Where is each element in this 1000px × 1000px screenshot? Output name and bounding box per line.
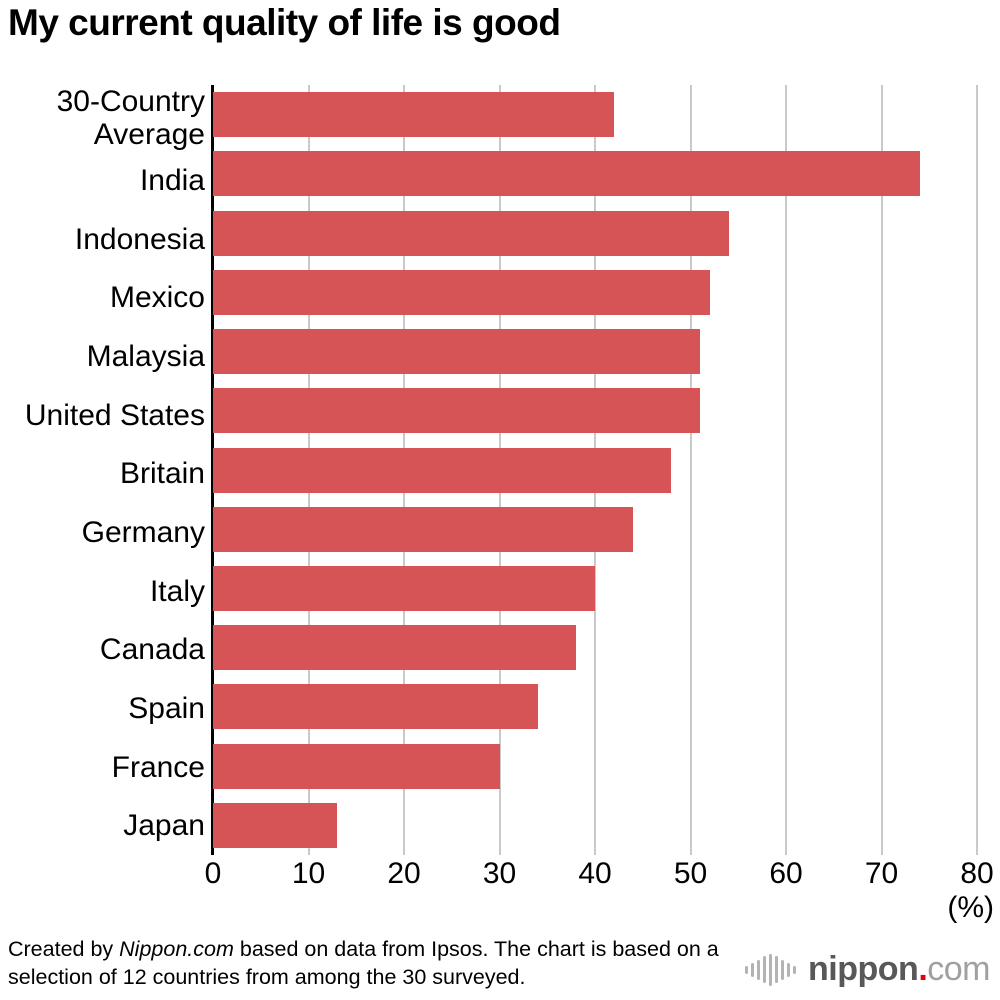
bar-india <box>213 151 920 197</box>
bar-row <box>213 381 977 440</box>
bar-japan <box>213 802 338 848</box>
bar-malaysia <box>213 329 701 375</box>
gridline-80 <box>976 85 978 855</box>
bar-france <box>213 743 500 789</box>
bar-row <box>213 559 977 618</box>
bar-germany <box>213 506 634 552</box>
bar-row <box>213 203 977 262</box>
label-row: Germany <box>0 503 205 562</box>
x-tick-30: 30 <box>482 857 517 890</box>
label-row: India <box>0 151 205 210</box>
bar-italy <box>213 565 595 611</box>
label-row: Britain <box>0 444 205 503</box>
credit-suffix: based on data from Ipsos. The chart is b… <box>8 937 719 989</box>
category-label: Italy <box>149 574 205 608</box>
bar-row <box>213 144 977 203</box>
bar-canada <box>213 625 576 671</box>
plot-area <box>213 85 978 855</box>
label-row: Japan <box>0 796 205 855</box>
credit-brand: Nippon.com <box>119 937 234 961</box>
logo-word: nippon <box>808 950 919 988</box>
bar-row <box>213 263 977 322</box>
category-label: France <box>111 750 205 784</box>
category-axis-labels: 30-Country Average India Indonesia Mexico Ma… <box>0 85 205 855</box>
chart-title: My current quality of life is good <box>8 2 561 43</box>
x-tick-80: 80 <box>960 857 994 890</box>
bar-row <box>213 500 977 559</box>
x-tick-40: 40 <box>578 857 612 890</box>
x-tick-0: 0 <box>204 857 222 890</box>
category-label: United States <box>24 398 205 432</box>
x-tick-70: 70 <box>864 857 899 890</box>
credit-prefix: Created by <box>8 937 120 961</box>
category-label: Indonesia <box>74 222 205 256</box>
source-credit: Created by Nippon.com based on data from… <box>8 936 756 991</box>
x-axis-unit-label: (%) <box>947 891 994 924</box>
label-row: Spain <box>0 679 205 738</box>
bar-row <box>213 85 977 144</box>
bar-spain <box>213 684 538 730</box>
category-label: Germany <box>81 515 205 549</box>
category-label: Mexico <box>109 281 205 315</box>
label-row: Malaysia <box>0 327 205 386</box>
bar-row <box>213 796 977 855</box>
x-axis-tick-labels: 0 10 20 30 40 50 60 70 80 <box>205 857 994 893</box>
label-row: Canada <box>0 620 205 679</box>
gridline-70 <box>880 85 883 855</box>
logo-tld: com <box>927 950 990 988</box>
bar-united-states <box>213 388 701 434</box>
soundwave-icon <box>745 953 799 986</box>
label-row: Italy <box>0 562 205 621</box>
category-label: Canada <box>99 633 205 667</box>
category-label: Malaysia <box>86 339 205 373</box>
bar-britain <box>213 447 672 493</box>
x-tick-10: 10 <box>291 857 326 890</box>
bar-series <box>213 85 977 855</box>
bar-row <box>213 618 977 677</box>
gridline-50 <box>689 85 692 855</box>
label-row: United States <box>0 386 205 445</box>
x-tick-50: 50 <box>673 857 708 890</box>
bar-row <box>213 737 977 796</box>
nippon-com-logo: nippon . com <box>745 950 990 989</box>
category-label: Britain <box>119 457 205 491</box>
bar-row <box>213 322 977 381</box>
label-row: 30-Country Average <box>0 85 205 151</box>
bar-mexico <box>213 269 710 315</box>
x-tick-60: 60 <box>769 857 803 890</box>
label-row: Mexico <box>0 268 205 327</box>
category-label: 30-Country Average <box>56 85 205 151</box>
label-row: Indonesia <box>0 210 205 269</box>
category-label: Japan <box>123 809 205 843</box>
logo-dot: . <box>918 950 928 988</box>
x-tick-20: 20 <box>387 857 421 890</box>
label-row: France <box>0 738 205 797</box>
bar-indonesia <box>213 210 729 256</box>
bar-row <box>213 440 977 499</box>
y-axis-line <box>211 85 214 855</box>
category-label: India <box>139 163 205 197</box>
bar-30-country-average <box>213 92 615 138</box>
bar-row <box>213 677 977 736</box>
category-label: Spain <box>128 691 205 725</box>
gridline-60 <box>785 85 787 855</box>
